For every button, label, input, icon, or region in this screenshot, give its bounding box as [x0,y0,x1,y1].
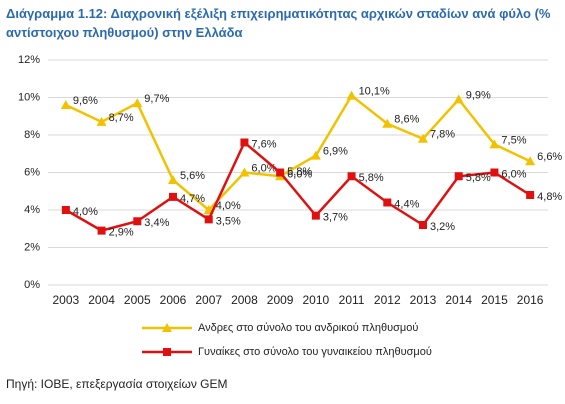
point-marker [419,221,427,229]
data-label: 5,8% [359,172,384,184]
x-tick-label: 2003 [53,293,80,307]
point-marker [526,191,535,199]
point-marker [346,90,357,100]
point-marker [347,172,356,181]
data-label: 5,6% [180,170,205,182]
point-marker [240,138,249,147]
data-label: 4,4% [394,198,419,210]
point-marker [169,192,177,201]
point-marker [311,211,320,220]
data-label: 6,6% [537,151,562,163]
x-tick-label: 2007 [195,293,222,307]
y-tick-label: 12% [18,54,40,66]
x-tick-label: 2009 [267,293,294,307]
data-label: 4,8% [537,191,562,203]
data-label: 7,8% [430,129,455,141]
data-label: 3,4% [144,217,169,229]
data-label: 4,7% [180,193,205,205]
point-marker [454,172,463,181]
data-label: 6,9% [323,146,348,158]
point-marker [60,100,71,109]
point-marker [162,323,172,332]
point-marker [163,348,171,356]
data-label: 3,7% [323,212,348,224]
point-marker [453,94,464,104]
x-tick-label: 2006 [160,293,187,307]
point-marker [382,118,393,128]
x-tick-label: 2008 [231,293,258,307]
point-marker [204,215,213,224]
series-line [65,93,531,212]
data-label: 5,8% [287,166,312,178]
point-marker [133,217,142,226]
data-label: 9,9% [466,89,491,101]
chart-title: Διάγραμμα 1.12: Διαχρονική εξέλιξη επιχε… [6,6,551,40]
data-label: 5,8% [466,172,491,184]
point-marker [97,226,106,235]
data-label: 3,2% [430,221,455,233]
data-label: 7,5% [501,134,526,146]
point-marker [61,206,70,214]
point-marker [239,167,250,177]
data-label: 10,1% [359,86,390,98]
y-tick-label: 0% [24,279,40,291]
source-note: Πηγή: ΙΟΒΕ, επεξεργασία στοιχείων GEM [6,377,228,391]
data-label: 6,0% [251,162,276,174]
data-label: 8,7% [109,112,134,124]
data-label: 8,6% [394,114,419,126]
x-tick-label: 2004 [88,293,115,307]
y-tick-label: 10% [18,91,40,103]
x-tick-label: 2014 [445,293,472,307]
x-tick-label: 2016 [517,293,544,307]
point-marker [418,133,428,143]
series-line [65,140,531,232]
y-tick-label: 4% [24,204,40,216]
x-tick-label: 2005 [124,293,151,307]
point-marker [276,168,285,177]
point-marker [489,139,500,149]
point-marker [96,116,107,126]
y-tick-label: 2% [24,241,40,253]
point-marker [525,156,536,166]
data-label: 9,7% [144,93,169,105]
x-tick-label: 2010 [303,293,330,307]
data-label: 7,6% [251,138,276,150]
y-tick-label: 8% [24,129,40,141]
point-marker [383,198,392,207]
x-tick-label: 2015 [481,293,508,307]
data-label: 4,0% [73,206,98,218]
point-marker [132,98,143,108]
data-label: 6,0% [501,168,526,180]
data-label: 4,0% [216,200,241,212]
data-label: 9,6% [73,95,98,107]
point-marker [168,175,178,184]
data-label: 6,0% [287,168,312,180]
data-label: 2,9% [109,227,134,239]
y-tick-label: 6% [24,166,40,178]
x-tick-label: 2013 [410,293,437,307]
data-label: 3,5% [216,215,241,227]
x-tick-label: 2012 [374,293,401,307]
point-marker [310,150,321,160]
point-marker [490,168,499,177]
legend-label: Γυναίκες στο σύνολο του γυναικείου πληθυ… [198,346,432,358]
legend-label: Ανδρες στο σύνολο του ανδρικού πληθυσμού [198,322,418,334]
x-tick-label: 2011 [339,293,365,307]
